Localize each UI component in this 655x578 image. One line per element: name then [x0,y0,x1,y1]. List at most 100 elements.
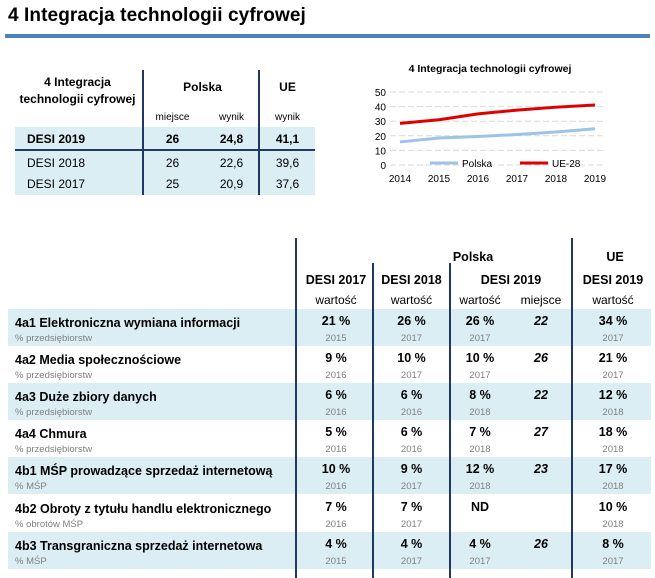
value-subheader: wartość [390,293,433,307]
year-desi2017: 2016 [325,481,347,492]
x-tick-label: 2019 [584,174,607,185]
summary-score: 22,6 [219,156,244,170]
summary-rank-subheader: miejsce [155,112,190,123]
indicator-label: 4a4 Chmura [15,427,87,441]
year-desi2019: 2017 [469,333,491,344]
y-tick-label: 10 [375,146,387,157]
summary-row-divider [15,149,315,151]
summary-rank: 26 [165,132,180,146]
value-desi2018: 10 % [397,351,426,365]
value-desi2017: 7 % [325,500,347,514]
col-header-desi2018: DESI 2018 [381,273,442,287]
value-desi2017: 4 % [325,537,347,551]
x-tick-label: 2015 [428,174,451,185]
indicator-label: 4b2 Obroty z tytułu handlu elektroniczne… [15,502,272,516]
value-subheader: wartość [315,293,357,307]
indicator-label: 4a2 Media społecznościowe [15,353,182,367]
summary-score: 20,9 [219,177,244,191]
year-desi2019: 2018 [469,444,491,455]
indicator-unit: % przedsiębiorstw [15,333,93,344]
summary-eu-score: 41,1 [275,132,300,146]
summary-score: 24,8 [219,132,244,146]
summary-table: 4 Integracja technologii cyfrowej Polska… [15,70,315,195]
indicator-label: 4b1 MŚP prowadzące sprzedaż internetową [15,464,273,478]
rank-desi2019: 27 [534,425,548,439]
value-eu: 34 % [598,314,628,328]
value-desi2019: 12 % [465,462,495,476]
value-eu: 21 % [598,351,628,365]
value-desi2019: 7 % [469,425,491,439]
indicator-label: 4b3 Transgraniczna sprzedaż internetowa [15,539,263,553]
year-desi2018: 2017 [400,370,423,381]
indicator-unit: % MŚP [15,481,47,492]
value-desi2018: 26 % [397,314,426,328]
summary-eu-score: 37,6 [275,177,300,191]
indicators-poland-header: Polska [452,250,494,264]
year-eu: 2017 [602,556,624,567]
indicator-label: 4a1 Elektroniczna wymiana informacji [15,316,241,330]
summary-row-label: DESI 2017 [27,177,86,191]
year-eu: 2018 [602,481,624,492]
line-chart: 4 Integracja technologii cyfrowej 0 10 20 30… [360,57,620,197]
y-tick-label: 50 [375,88,387,99]
summary-col-divider [258,70,260,195]
summary-score-subheader: wynik [218,112,244,123]
value-desi2017: 6 % [325,388,347,402]
value-desi2017: 5 % [325,425,347,439]
year-desi2017: 2016 [325,444,347,455]
indicators-eu-header: UE [606,250,624,264]
year-desi2018: 2017 [400,481,423,492]
value-eu: 8 % [602,537,624,551]
page-title: 4 Integracja technologii cyfrowej [8,5,306,26]
row-band [8,457,651,494]
year-desi2018: 2017 [400,519,423,530]
indicator-label: 4a3 Duże zbiory danych [15,390,157,404]
rank-subheader: miejsce [520,293,562,307]
year-desi2017: 2015 [325,556,347,567]
value-desi2017: 9 % [325,351,347,365]
value-desi2019: ND [470,500,490,514]
legend-label: Polska [462,159,492,170]
summary-row-label: DESI 2019 [27,132,86,146]
summary-row-label: DESI 2018 [27,156,86,170]
value-eu: 12 % [598,388,628,402]
year-desi2017: 2015 [325,333,347,344]
indicator-unit: % przedsiębiorstw [15,407,93,418]
x-tick-label: 2017 [506,174,529,185]
value-desi2017: 21 % [321,314,351,328]
year-eu: 2018 [602,519,624,530]
col-divider [571,238,573,578]
indicator-unit: % przedsiębiorstw [15,444,93,455]
year-eu: 2017 [602,333,624,344]
y-tick-label: 20 [375,132,387,143]
title-divider [5,34,650,38]
year-desi2017: 2016 [325,519,347,530]
y-tick-label: 30 [375,117,387,128]
year-desi2018: 2016 [400,407,423,418]
col-divider [372,263,374,578]
rank-desi2019: 23 [534,462,548,476]
value-subheader: wartość [592,293,634,307]
y-tick-label: 0 [380,161,386,172]
year-eu: 2017 [602,370,624,381]
x-tick-label: 2016 [467,174,490,185]
value-desi2018: 7 % [400,500,423,514]
year-desi2019: 2018 [469,481,491,492]
year-desi2017: 2016 [325,370,347,381]
legend-label: UE-28 [552,159,581,170]
col-header-eu-desi2019: DESI 2019 [582,273,644,287]
y-tick-label: 40 [375,103,387,114]
col-header-desi2017: DESI 2017 [305,273,367,287]
rank-desi2019: 22 [534,388,548,402]
x-tick-label: 2018 [545,174,568,185]
line-chart-canvas: 4 Integracja technologii cyfrowej 0 10 20 30… [375,63,607,185]
value-desi2018: 4 % [400,537,423,551]
indicator-unit: % obrotów MŚP [15,519,84,530]
value-eu: 17 % [598,462,628,476]
value-eu: 10 % [598,500,628,514]
summary-col-divider [142,70,144,195]
chart-title: 4 Integracja technologii cyfrowej [409,63,572,75]
summary-dimension-header: 4 Integracja technologii cyfrowej [19,75,136,106]
summary-eu-subheader: wynik [274,112,300,123]
value-desi2019: 26 % [465,314,495,328]
